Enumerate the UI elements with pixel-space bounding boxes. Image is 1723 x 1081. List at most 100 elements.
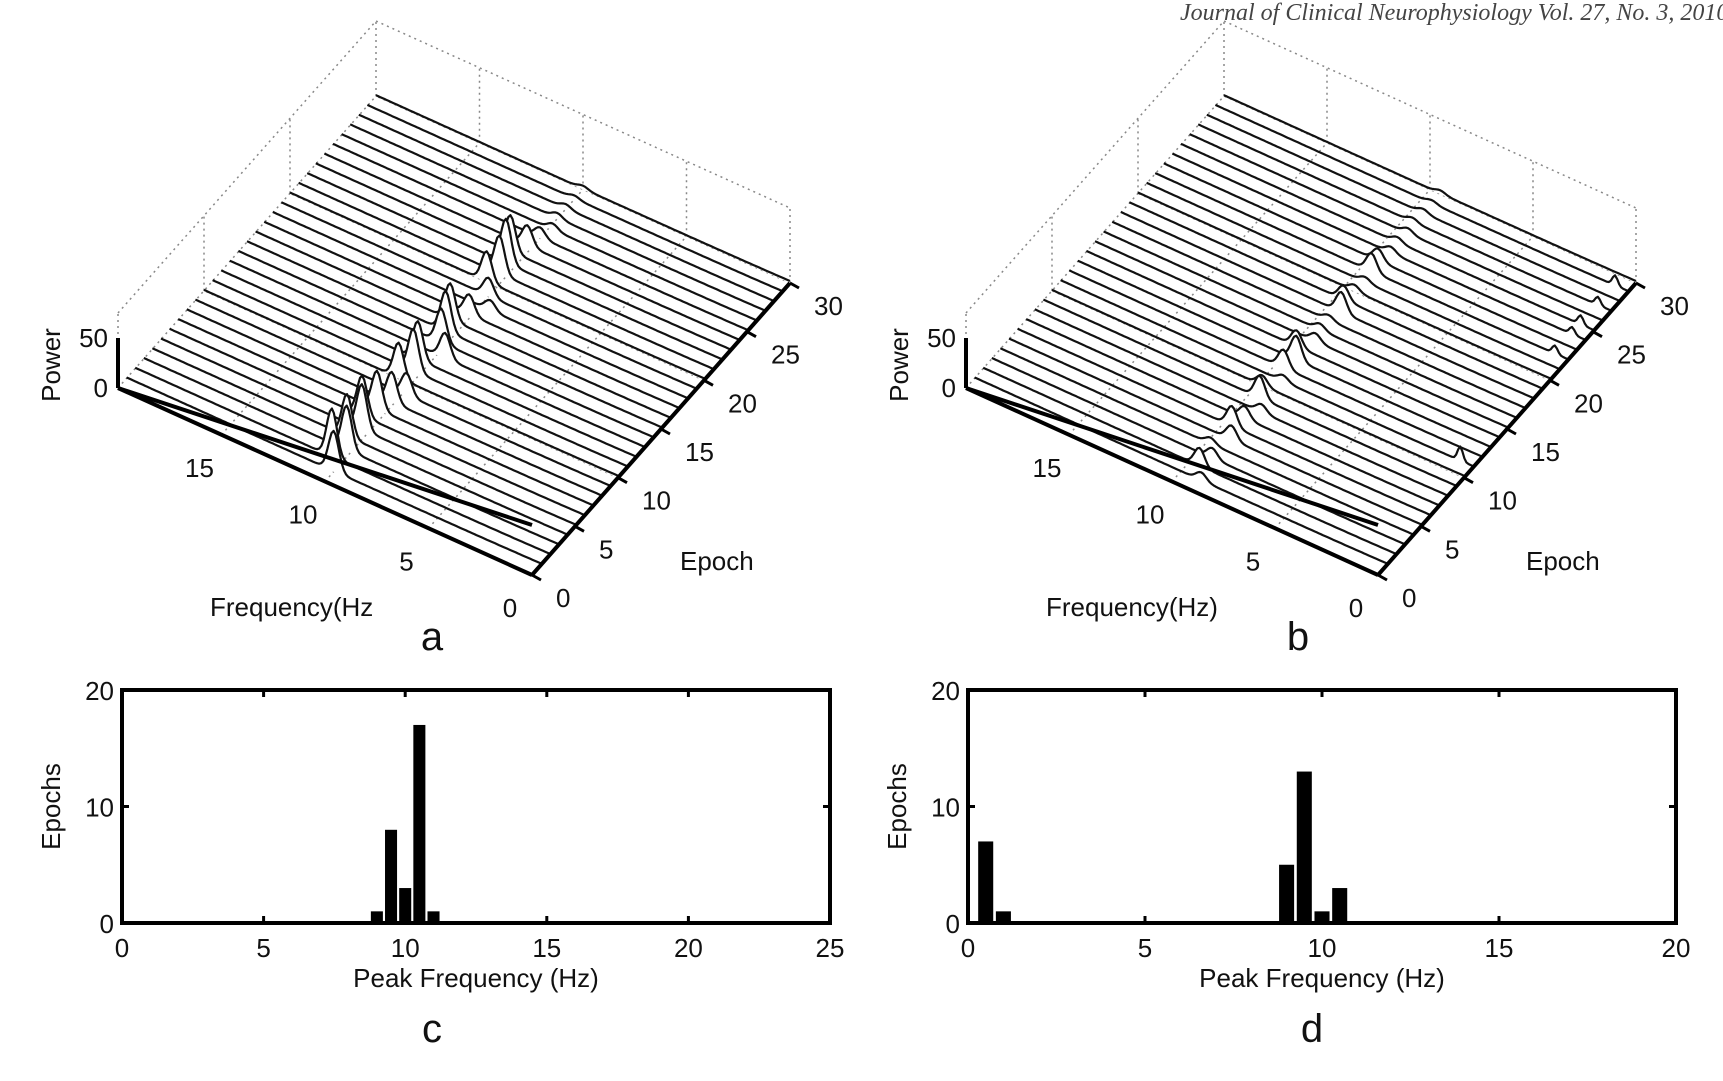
y-tick-label: 10 (1488, 486, 1517, 516)
z-axis-label: Power (884, 328, 914, 402)
epoch-trace (1103, 230, 1517, 419)
x-tick-label: 5 (399, 546, 413, 576)
y-tick-label: 20 (85, 676, 114, 706)
y-tick (1377, 573, 1388, 582)
epoch-trace (999, 347, 1413, 536)
waterfall-panel-a: 051015051015202530050Frequency(HzEpochPo… (36, 20, 843, 659)
x-tick-label: 10 (1136, 500, 1165, 530)
epoch-trace (272, 210, 688, 399)
y-tick (1506, 427, 1517, 436)
epoch-trace (169, 327, 585, 516)
y-tick (531, 573, 542, 582)
x-tick-label: 15 (185, 453, 214, 483)
x-tick (523, 569, 533, 577)
histogram-bar (399, 888, 412, 923)
epoch-trace (143, 356, 559, 545)
y-tick (789, 281, 800, 290)
y-tick (660, 427, 671, 436)
histogram-panel-d: 0 5 10 15 20 0 10 20 Peak Frequency (Hz) Epochs d (882, 676, 1690, 1051)
epoch-trace (375, 94, 791, 283)
x-axis-label: Frequency(Hz (210, 592, 373, 622)
x-tick (1163, 476, 1173, 483)
y-tick-label: 15 (1531, 437, 1560, 467)
y-tick-label: 10 (85, 793, 114, 823)
epoch-trace (1094, 240, 1508, 429)
x-tick (212, 429, 223, 437)
histogram-bar (995, 911, 1011, 923)
epoch-trace (341, 133, 757, 321)
x-tick (1369, 569, 1379, 577)
power-axis-stub (965, 386, 1379, 527)
y-tick-label: 0 (556, 583, 570, 613)
y-tick-label: 0 (946, 909, 960, 939)
histogram-bar (1332, 888, 1348, 923)
z-tick-label: 50 (79, 323, 108, 353)
histogram-bar (427, 911, 440, 923)
x-tick-label: 10 (289, 500, 318, 530)
epoch-trace (220, 269, 636, 458)
epoch-trace (332, 142, 748, 331)
y-tick-label: 0 (1402, 583, 1416, 613)
epoch-trace (126, 376, 542, 565)
epoch-trace (1042, 298, 1456, 487)
journal-header-fragment: Journal of Clinical Neurophysiology Vol.… (1180, 0, 1723, 26)
epoch-trace (151, 347, 567, 536)
epoch-trace (212, 279, 628, 467)
y-tick-label: 20 (728, 388, 757, 418)
x-tick-label: 0 (503, 593, 517, 623)
x-tick-label: 15 (1033, 453, 1062, 483)
panel-letter: c (422, 1007, 442, 1051)
y-tick (1592, 330, 1603, 338)
epoch-trace (974, 376, 1388, 565)
epoch-trace (349, 123, 765, 312)
x-tick-label: 5 (256, 933, 270, 963)
histogram-bar (1296, 771, 1312, 923)
epoch-trace (982, 366, 1396, 555)
epoch-trace (1060, 279, 1474, 467)
x-tick-label: 15 (1485, 933, 1514, 963)
x-tick-label: 15 (532, 933, 561, 963)
x-tick-label: 0 (961, 933, 975, 963)
box-edge (375, 20, 791, 209)
epoch-trace (280, 201, 696, 390)
y-tick (1549, 379, 1560, 387)
z-tick-label: 50 (927, 323, 956, 353)
y-tick-label: 30 (814, 291, 843, 321)
x-tick-label: 20 (674, 933, 703, 963)
epoch-trace (1171, 152, 1585, 341)
x-tick (1060, 429, 1070, 437)
histogram-bar (978, 841, 994, 923)
epoch-trace (1111, 220, 1525, 409)
epoch-trace (366, 103, 782, 292)
histogram-bar (370, 911, 383, 923)
y-tick (1635, 281, 1646, 290)
epoch-trace (1180, 142, 1594, 331)
y-tick (1463, 476, 1474, 484)
z-tick-label: 0 (942, 373, 956, 403)
y-tick-label: 5 (599, 534, 613, 564)
panel-letter: b (1287, 615, 1309, 659)
x-tick-label: 0 (115, 933, 129, 963)
y-axis-label: Epochs (882, 763, 912, 850)
histogram-bar (385, 829, 398, 923)
z-tick-label: 0 (94, 373, 108, 403)
epoch-trace (1189, 133, 1603, 321)
epoch-trace (323, 152, 739, 341)
epoch-trace (194, 298, 610, 487)
epoch-trace (237, 249, 653, 438)
y-axis-label: Epochs (36, 763, 66, 850)
x-tick (1266, 522, 1276, 530)
epoch-trace (1085, 249, 1499, 438)
panel-letter: a (421, 615, 444, 659)
x-tick (316, 476, 326, 483)
y-axis-label: Epoch (680, 546, 754, 576)
epoch-trace (1214, 103, 1628, 292)
epoch-trace (246, 240, 662, 429)
y-tick (703, 379, 714, 387)
y-tick-label: 25 (1617, 340, 1646, 370)
epoch-trace (1017, 327, 1431, 516)
y-tick (617, 476, 628, 484)
x-axis-label: Frequency(Hz) (1046, 592, 1218, 622)
x-tick-label: 10 (391, 933, 420, 963)
